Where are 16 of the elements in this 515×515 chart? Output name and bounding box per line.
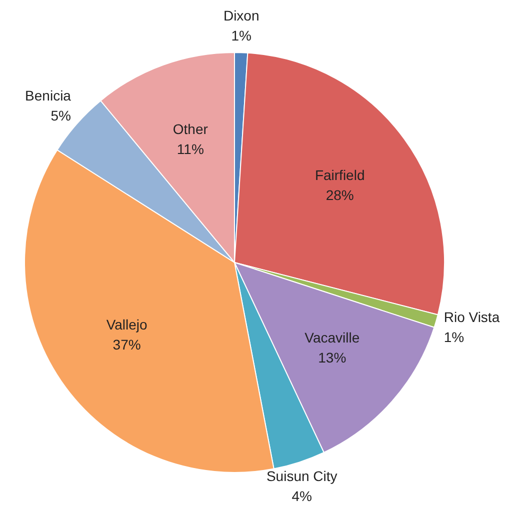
data-label: 11% [176, 140, 204, 157]
slice-label: Dixon [223, 7, 260, 24]
data-label: 1% [444, 329, 464, 346]
data-label: 5% [50, 107, 71, 124]
slice-label: Vallejo [106, 316, 148, 333]
data-label: 28% [326, 186, 354, 203]
slice-label: Benicia [25, 87, 72, 104]
slice-label: Suisun City [266, 468, 338, 484]
slice-label: Other [172, 120, 208, 137]
data-label: 4% [292, 488, 312, 504]
slice-label: Fairfield [314, 166, 365, 183]
slice-label: Vacaville [304, 329, 360, 346]
slice-label: Rio Vista [444, 309, 500, 326]
data-label: 37% [112, 336, 141, 353]
data-label: 13% [318, 349, 346, 366]
data-label: 1% [231, 27, 252, 44]
